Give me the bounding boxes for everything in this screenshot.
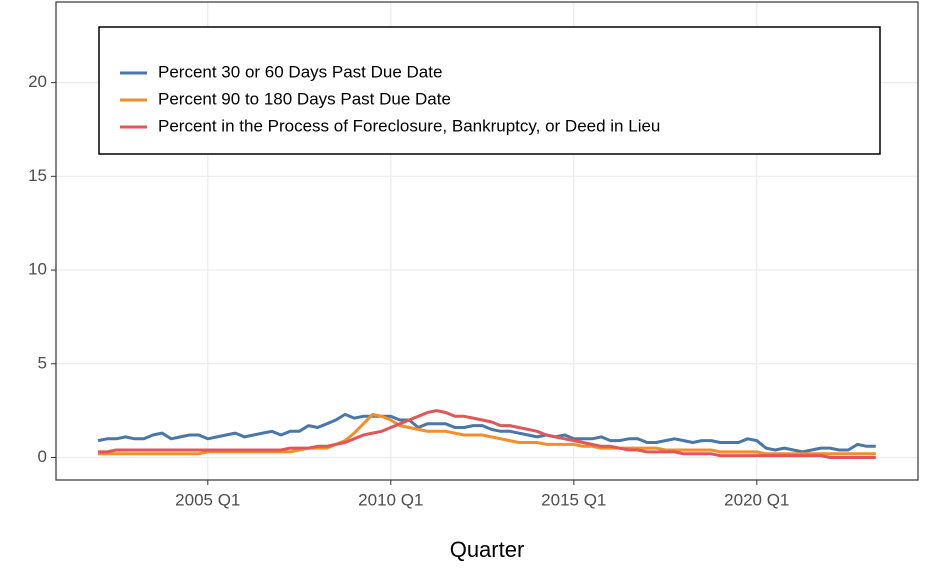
y-tick-label: 15 — [28, 166, 47, 185]
y-tick-label: 0 — [38, 447, 47, 466]
legend-box — [98, 26, 881, 155]
panel-border — [55, 1, 919, 481]
x-tick-label: 2005 Q1 — [175, 490, 240, 509]
series-line — [97, 412, 876, 454]
x-tick-label: 2010 Q1 — [358, 490, 423, 509]
y-tick-label: 5 — [38, 353, 47, 372]
series-line — [98, 409, 876, 459]
x-tick-label: 2020 Q1 — [724, 490, 789, 509]
legend-label: Percent 30 or 60 Days Past Due Date — [158, 62, 442, 81]
x-tick-label: 2015 Q1 — [541, 490, 606, 509]
y-tick-label: 20 — [28, 72, 47, 91]
x-axis-title: Quarter — [450, 537, 525, 562]
y-tick-label: 10 — [28, 260, 47, 279]
legend-label: Percent 90 to 180 Days Past Due Date — [158, 89, 451, 108]
series-line — [98, 412, 876, 456]
legend-label: Percent in the Process of Foreclosure, B… — [158, 116, 660, 135]
